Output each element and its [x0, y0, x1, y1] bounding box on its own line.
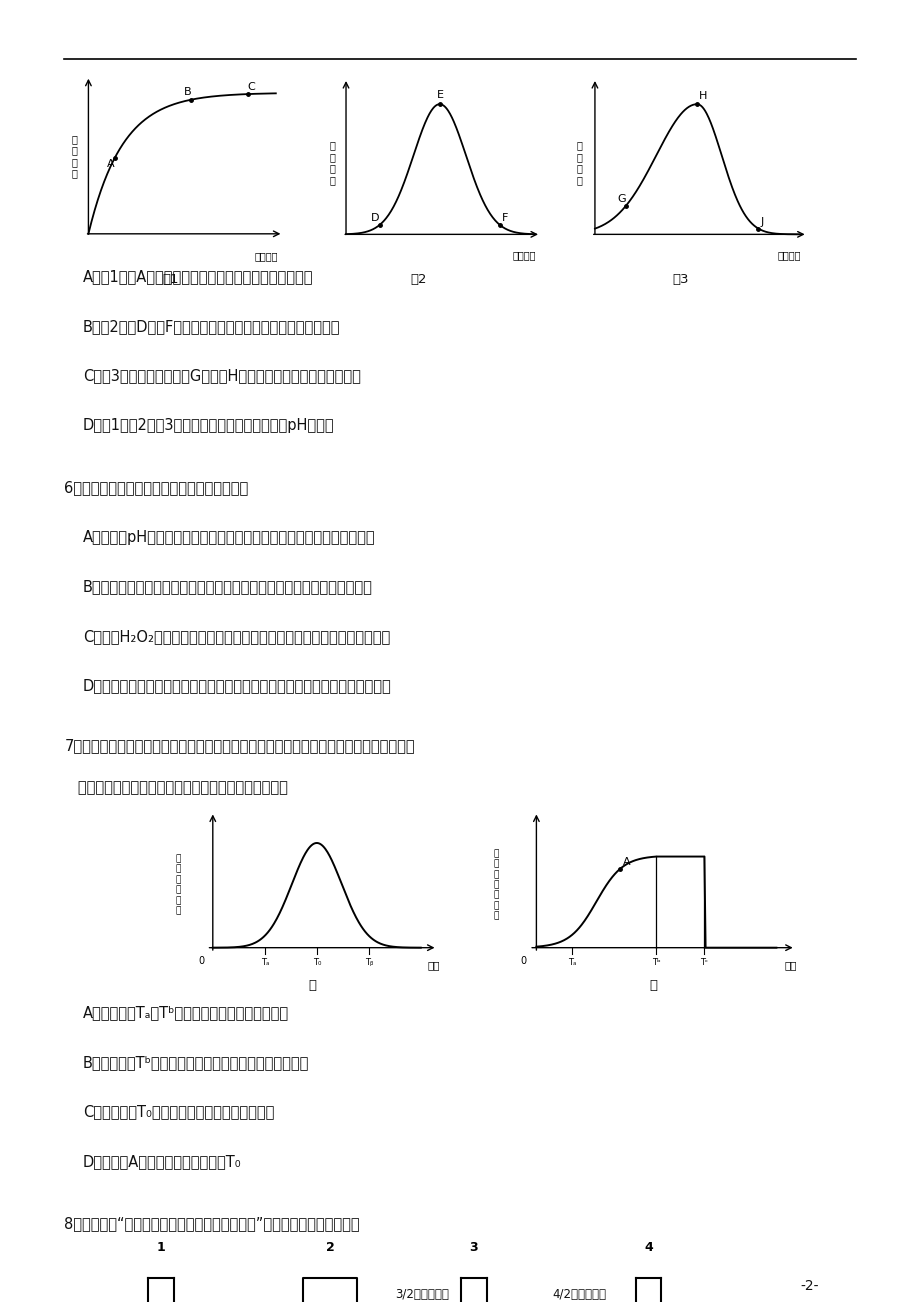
Text: 3/2滴质量分数: 3/2滴质量分数 — [395, 1288, 449, 1301]
Text: B．若探究温度对淀粉酶活性的影响，可选择斐林试剂对实验结果进行检测: B．若探究温度对淀粉酶活性的影响，可选择斐林试剂对实验结果进行检测 — [83, 579, 372, 595]
Text: A．图1中，A点时酶活性很低，因此酶促反应速率也很低: A．图1中，A点时酶活性很低，因此酶促反应速率也很低 — [83, 270, 313, 285]
Text: 6．下列关于探究酶特性的实验，叙述正确的是: 6．下列关于探究酶特性的实验，叙述正确的是 — [64, 480, 248, 496]
Text: B．图乙中，Tᵇ时麦芽糖积累量最大，说明酶的活性最大: B．图乙中，Tᵇ时麦芽糖积累量最大，说明酶的活性最大 — [83, 1055, 309, 1070]
Text: F: F — [501, 214, 507, 223]
Text: 图1: 图1 — [162, 273, 178, 286]
Text: 温度: 温度 — [784, 961, 796, 970]
Text: 反
应
速
率: 反 应 速 率 — [72, 134, 77, 178]
Text: C: C — [247, 82, 255, 92]
Text: 2: 2 — [325, 1241, 335, 1254]
Text: 4/2滴质量分数: 4/2滴质量分数 — [551, 1288, 606, 1301]
Text: C．图甲中，T₀表示淀粉酶催化反应的最适温度: C．图甲中，T₀表示淀粉酶催化反应的最适温度 — [83, 1104, 274, 1120]
Text: Tₐ: Tₐ — [260, 958, 268, 967]
Text: 4: 4 — [643, 1241, 652, 1254]
Text: 1: 1 — [156, 1241, 165, 1254]
Text: A: A — [107, 159, 115, 168]
Text: C．图3中，将相关因素从G点调至H点，酶促反应速率不能升至最高: C．图3中，将相关因素从G点调至H点，酶促反应速率不能升至最高 — [83, 368, 360, 384]
Text: A．图甲中，Tₐ、Tᵇ对酶活性的影响有本质的区别: A．图甲中，Tₐ、Tᵇ对酶活性的影响有本质的区别 — [83, 1005, 289, 1021]
Text: Tᵦ: Tᵦ — [364, 958, 372, 967]
Text: D: D — [370, 214, 379, 223]
Text: 淀
粉
酶
的
活
性: 淀 粉 酶 的 活 性 — [176, 854, 180, 915]
Text: D．若用淀粉、蔗糖和淀粉酶来探究酶的专一性，可用碘液对实验结果进行检测: D．若用淀粉、蔗糖和淀粉酶来探究酶的专一性，可用碘液对实验结果进行检测 — [83, 678, 391, 694]
Text: 0: 0 — [199, 956, 204, 966]
Text: 麦
芽
糖
的
积
累
量: 麦 芽 糖 的 积 累 量 — [493, 849, 498, 921]
Text: 0: 0 — [520, 956, 527, 966]
Text: 相关因素: 相关因素 — [777, 250, 800, 260]
Text: A: A — [622, 858, 630, 867]
Text: 甲: 甲 — [309, 979, 316, 992]
Text: 乙: 乙 — [649, 979, 656, 992]
Text: T₀: T₀ — [312, 958, 321, 967]
Text: Tₐ: Tₐ — [568, 958, 576, 967]
Text: 反
应
速
率: 反 应 速 率 — [329, 141, 335, 185]
Text: D．图乙中A点可能对应于图甲中的T₀: D．图乙中A点可能对应于图甲中的T₀ — [83, 1154, 241, 1169]
Text: H: H — [698, 91, 707, 102]
Text: Tᶜ: Tᶜ — [699, 958, 708, 967]
Text: 反
应
速
率: 反 应 速 率 — [576, 141, 582, 185]
Text: -2-: -2- — [800, 1279, 818, 1293]
Text: E: E — [437, 90, 444, 100]
Text: B．图2中，D点与F点酶的空间结构都被破坏，因此酶活性较低: B．图2中，D点与F点酶的空间结构都被破坏，因此酶活性较低 — [83, 319, 340, 335]
Text: 图2: 图2 — [410, 273, 426, 286]
Text: A．若探究pH对过氧化氢酶活性的影响，实验操作顺序不会影响实验结果: A．若探究pH对过氧化氢酶活性的影响，实验操作顺序不会影响实验结果 — [83, 530, 375, 546]
Text: G: G — [617, 194, 625, 204]
Text: Tᵇ: Tᵇ — [652, 958, 660, 967]
Text: 3: 3 — [469, 1241, 478, 1254]
Text: 8．下图表示“比较过氧化氢在不同条件下的分解”实验。有关分析正确的是: 8．下图表示“比较过氧化氢在不同条件下的分解”实验。有关分析正确的是 — [64, 1216, 359, 1232]
Text: 相关因素: 相关因素 — [512, 250, 535, 260]
Text: C．若用H₂O₂和过氧化氢酶来探究酶的高效性，可选择无机催化剂作为对照: C．若用H₂O₂和过氧化氢酶来探究酶的高效性，可选择无机催化剂作为对照 — [83, 629, 390, 644]
Text: 温度: 温度 — [426, 961, 439, 970]
Text: 相关因素: 相关因素 — [255, 251, 278, 260]
Text: B: B — [184, 87, 191, 98]
Text: J: J — [760, 216, 763, 227]
Text: D．图1、图2、图3中相关因素依次是底物浓度、pH、温度: D．图1、图2、图3中相关因素依次是底物浓度、pH、温度 — [83, 418, 335, 434]
Text: 芽糖积累量随温度变化的情况。下列说法中不正确的是: 芽糖积累量随温度变化的情况。下列说法中不正确的是 — [64, 780, 288, 796]
Text: 7．图甲表示温度对淀粉酶活性的影响；图乙是将一定量的淀粉酶和足量的淀粉混合后，麦: 7．图甲表示温度对淀粉酶活性的影响；图乙是将一定量的淀粉酶和足量的淀粉混合后，麦 — [64, 738, 414, 754]
Text: 图3: 图3 — [672, 273, 688, 286]
